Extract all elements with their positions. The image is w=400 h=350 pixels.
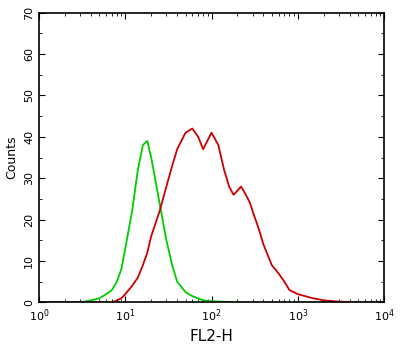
X-axis label: FL2-H: FL2-H bbox=[190, 329, 234, 344]
Y-axis label: Counts: Counts bbox=[6, 136, 18, 179]
